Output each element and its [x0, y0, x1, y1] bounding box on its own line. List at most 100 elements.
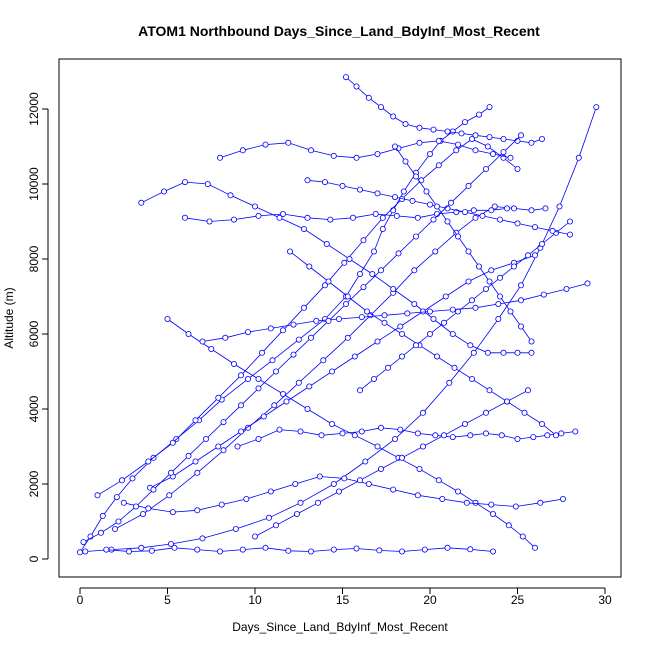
data-point	[397, 426, 404, 433]
data-point	[539, 135, 546, 142]
data-point	[412, 233, 419, 240]
data-point	[330, 546, 337, 553]
data-point	[558, 430, 565, 437]
data-point	[271, 402, 278, 409]
data-point	[313, 317, 320, 324]
series-line	[83, 135, 522, 543]
data-point	[393, 212, 400, 219]
data-point	[286, 248, 293, 255]
data-point	[365, 94, 372, 101]
series-line	[149, 254, 536, 489]
data-point	[439, 495, 446, 502]
series-3	[94, 135, 521, 499]
data-point	[335, 315, 342, 322]
data-point	[496, 216, 503, 223]
data-point	[292, 480, 299, 487]
data-point	[488, 501, 495, 508]
data-point	[344, 334, 351, 341]
data-point	[269, 357, 276, 364]
data-point	[518, 323, 525, 330]
data-point	[356, 270, 363, 277]
data-point	[381, 312, 388, 319]
data-point	[525, 387, 532, 394]
data-point	[112, 526, 119, 533]
data-point	[402, 158, 409, 165]
data-point	[468, 375, 475, 382]
data-point	[423, 188, 430, 195]
data-point	[539, 420, 546, 427]
data-point	[419, 409, 426, 416]
data-point	[472, 304, 479, 311]
data-point	[575, 154, 582, 161]
data-point	[402, 121, 409, 128]
data-point	[377, 267, 384, 274]
data-point	[285, 547, 292, 554]
series-line	[97, 138, 518, 496]
data-point	[584, 280, 591, 287]
data-point	[351, 353, 358, 360]
data-point	[194, 546, 201, 553]
data-point	[390, 486, 397, 493]
data-point	[449, 306, 456, 313]
data-point	[391, 143, 398, 150]
data-point	[421, 546, 428, 553]
data-point	[514, 220, 521, 227]
x-axis-label: Days_Since_Land_BdyInf_Most_Recent	[232, 620, 448, 634]
data-point	[444, 128, 451, 135]
series-6	[164, 315, 539, 551]
data-point	[454, 141, 461, 148]
data-point	[342, 300, 349, 307]
data-point	[327, 216, 334, 223]
data-point	[377, 465, 384, 472]
data-point	[500, 349, 507, 356]
data-point	[307, 147, 314, 154]
data-point	[356, 477, 363, 484]
data-point	[467, 546, 474, 553]
x-axis: 0 5 10 15 20 25 30	[77, 587, 612, 607]
data-point	[374, 150, 381, 157]
data-point	[414, 430, 421, 437]
data-point	[239, 147, 246, 154]
data-point	[192, 458, 199, 465]
data-point	[560, 495, 567, 502]
data-point	[472, 132, 479, 139]
data-point	[119, 477, 126, 484]
data-point	[255, 375, 262, 382]
data-point	[496, 293, 503, 300]
data-point	[461, 209, 468, 216]
series-17	[251, 387, 532, 540]
data-point	[185, 330, 192, 337]
data-point	[320, 357, 327, 364]
data-point	[222, 334, 229, 341]
data-point	[145, 458, 152, 465]
data-point	[549, 227, 556, 234]
data-point	[194, 507, 201, 514]
data-point	[540, 291, 547, 298]
data-point	[185, 452, 192, 459]
data-point	[283, 398, 290, 405]
data-point	[465, 248, 472, 255]
series-line	[345, 76, 543, 144]
data-point	[164, 315, 171, 322]
data-point	[461, 119, 468, 126]
data-point	[77, 549, 84, 556]
data-point	[328, 368, 335, 375]
data-point	[458, 130, 465, 137]
data-point	[414, 214, 421, 221]
data-point	[518, 297, 525, 304]
data-point	[507, 154, 514, 161]
data-point	[530, 434, 537, 441]
data-point	[237, 372, 244, 379]
data-point	[488, 207, 495, 214]
data-point	[593, 104, 600, 111]
data-point	[489, 510, 496, 517]
data-point	[453, 147, 460, 154]
data-point	[514, 435, 521, 442]
data-point	[346, 255, 353, 262]
data-point	[169, 439, 176, 446]
data-point	[272, 522, 279, 529]
data-point	[356, 387, 363, 394]
data-point	[360, 284, 367, 291]
data-point	[255, 435, 262, 442]
data-point	[537, 499, 544, 506]
